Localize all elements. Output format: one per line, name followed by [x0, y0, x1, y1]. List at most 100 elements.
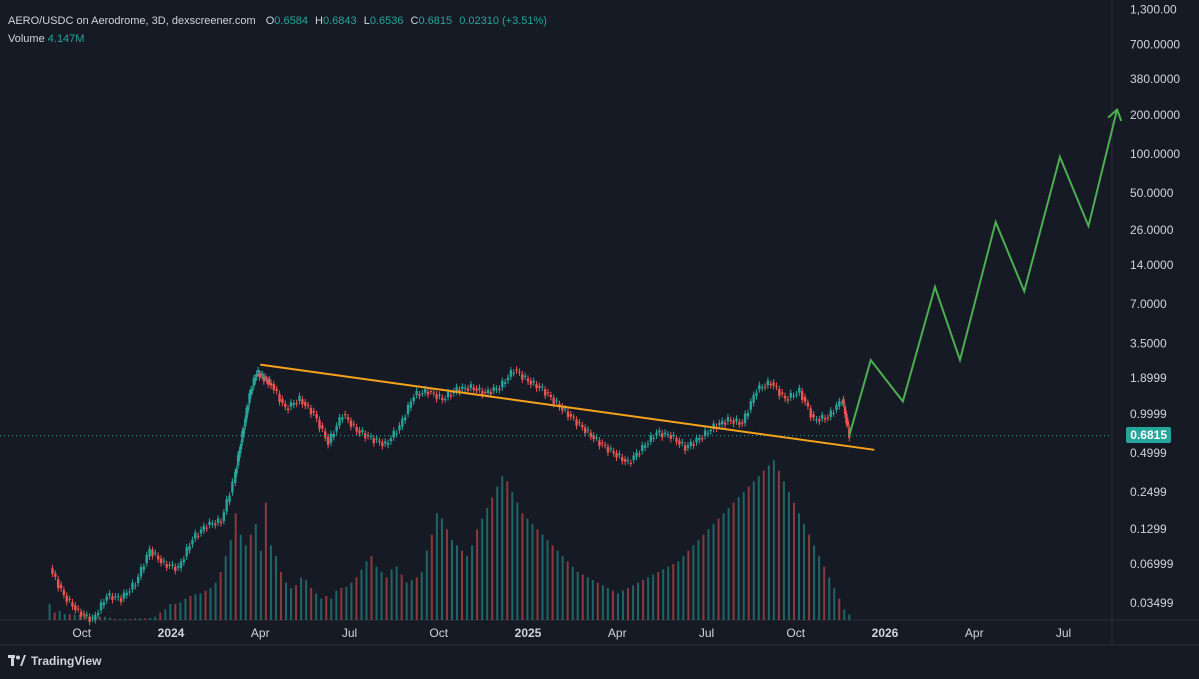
candle-body	[59, 584, 63, 589]
candle-body	[134, 585, 137, 587]
y-tick-label: 0.03499	[1130, 596, 1174, 610]
volume-bar	[239, 534, 242, 620]
candle-body	[384, 441, 387, 444]
volume-bar	[370, 556, 373, 620]
candle-body	[326, 437, 330, 445]
candle-body	[835, 405, 838, 410]
volume-bar	[707, 529, 710, 620]
candle-body	[269, 382, 273, 386]
candle-body	[601, 442, 604, 445]
volume-bar	[300, 577, 303, 620]
volume-bar	[838, 598, 841, 620]
volume-bar	[571, 566, 574, 620]
volume-bar	[335, 590, 338, 620]
candle-body	[466, 388, 470, 391]
volume-bar	[561, 556, 564, 620]
candle-body	[128, 591, 131, 593]
volume-bar	[798, 513, 801, 620]
candle-body	[535, 384, 538, 389]
candle-body	[746, 412, 750, 417]
volume-bar	[647, 577, 650, 620]
candle-body	[583, 427, 587, 434]
volume-bar	[516, 502, 519, 620]
y-tick-label: 700.0000	[1130, 37, 1180, 51]
volume-bar	[556, 550, 559, 620]
candle-body	[798, 387, 801, 393]
candle-body	[783, 395, 787, 399]
candle-body	[706, 433, 710, 435]
candle-body	[318, 419, 321, 429]
candle-body	[780, 392, 784, 394]
candle-body	[114, 596, 117, 598]
volume-bar	[53, 612, 56, 620]
candle-body	[541, 386, 544, 388]
volume-bar	[596, 582, 599, 620]
candle-body	[846, 421, 850, 426]
candle-body	[749, 401, 752, 410]
candle-body	[772, 382, 775, 386]
tradingview-brand[interactable]: TradingView	[8, 654, 101, 668]
candle-body	[598, 440, 601, 446]
volume-bar	[345, 586, 348, 620]
candle-body	[800, 391, 804, 400]
candle-body	[381, 442, 384, 447]
volume-bar	[616, 593, 619, 620]
candle-body	[68, 598, 71, 600]
candle-body	[572, 416, 575, 418]
candle-body	[268, 379, 271, 382]
candle-body	[475, 388, 478, 392]
candle-body	[592, 435, 595, 439]
volume-bar	[712, 524, 715, 620]
candle-body	[79, 611, 83, 617]
candle-body	[301, 399, 304, 405]
candle-body	[489, 391, 493, 395]
volume-bar	[772, 460, 775, 620]
candle-body	[709, 429, 712, 432]
candle-body	[196, 535, 200, 537]
legend-ohlc-row: AERO/USDC on Aerodrome, 3D, dexscreener.…	[8, 12, 551, 30]
candle-body	[621, 457, 624, 462]
volume-bar	[320, 598, 323, 620]
candle-body	[286, 408, 290, 411]
volume-bar	[214, 582, 217, 620]
candle-body	[256, 370, 260, 373]
candle-body	[721, 420, 724, 424]
volume-bar	[506, 481, 509, 620]
x-tick-label: Jul	[699, 626, 714, 640]
candle-body	[188, 545, 191, 551]
candle-body	[309, 408, 313, 415]
volume-bar	[395, 566, 398, 620]
candle-body	[102, 602, 106, 606]
volume-bar	[129, 618, 132, 620]
candle-body	[552, 397, 555, 404]
volume-bar	[697, 540, 700, 620]
volume-bar	[410, 580, 413, 620]
volume-bar	[350, 582, 353, 620]
candle-body	[338, 417, 341, 426]
x-tick-label: Apr	[251, 626, 270, 640]
legend-open: 0.6584	[274, 15, 308, 27]
x-tick-label: Oct	[786, 626, 805, 640]
volume-bar	[732, 502, 735, 620]
volume-bar	[551, 545, 554, 620]
volume-bar	[274, 556, 277, 620]
candle-body	[561, 406, 564, 411]
candle-body	[840, 402, 844, 404]
y-tick-label: 0.1299	[1130, 522, 1167, 536]
volume-bar	[199, 593, 202, 620]
candle-body	[111, 596, 114, 601]
candle-body	[678, 440, 681, 445]
candle-body	[743, 413, 747, 424]
candle-body	[815, 419, 818, 421]
y-tick-label: 380.0000	[1130, 72, 1180, 86]
volume-bar	[621, 590, 624, 620]
volume-bar	[385, 577, 388, 620]
volume-bar	[234, 513, 237, 620]
volume-bar	[259, 550, 262, 620]
volume-bar	[662, 569, 665, 620]
candle-body	[389, 438, 393, 442]
candle-body	[661, 433, 664, 438]
candle-body	[284, 403, 287, 407]
candle-body	[769, 383, 772, 386]
